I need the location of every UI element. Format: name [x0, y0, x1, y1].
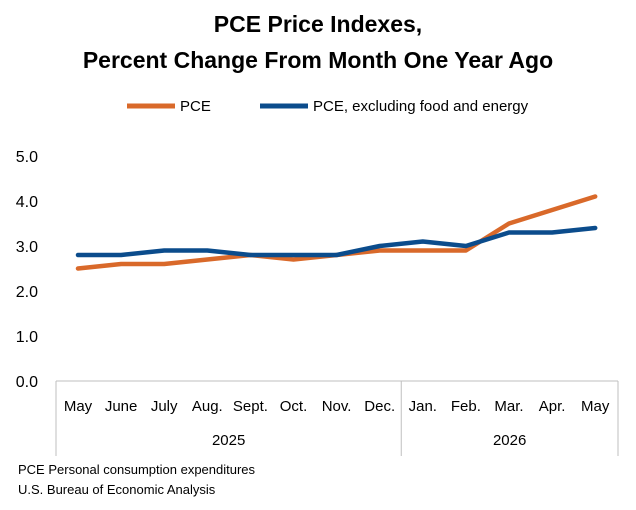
- x-tick-label: Dec.: [364, 398, 395, 415]
- y-tick-label: 2.0: [16, 284, 38, 301]
- y-tick-label: 4.0: [16, 194, 38, 211]
- x-tick-label: June: [105, 398, 138, 415]
- x-tick-label: May: [581, 398, 610, 415]
- x-tick-label: Nov.: [322, 398, 352, 415]
- x-tick-label: May: [64, 398, 93, 415]
- legend: PCE PCE, excluding food and energy: [127, 98, 529, 115]
- y-tick-label: 3.0: [16, 239, 38, 256]
- x-year-label: 2025: [212, 432, 245, 449]
- x-tick-label: Mar.: [494, 398, 523, 415]
- y-tick-label: 1.0: [16, 329, 38, 346]
- x-tick-label: Sept.: [233, 398, 268, 415]
- x-tick-label: July: [151, 398, 178, 415]
- series-lines: [75, 194, 598, 271]
- legend-label-1: PCE: [180, 98, 211, 115]
- y-tick-label: 0.0: [16, 374, 38, 391]
- series-line-2: [75, 225, 598, 258]
- chart-title-line1: PCE Price Indexes,: [214, 11, 422, 37]
- x-tick-label: Feb.: [451, 398, 481, 415]
- x-year-label: 2026: [493, 432, 526, 449]
- footnote-abbreviation: PCE Personal consumption expenditures: [18, 462, 256, 477]
- legend-label-2: PCE, excluding food and energy: [313, 98, 529, 115]
- y-tick-label: 5.0: [16, 149, 38, 166]
- x-tick-label: Oct.: [280, 398, 308, 415]
- x-tick-label: Apr.: [539, 398, 566, 415]
- footnote-source: U.S. Bureau of Economic Analysis: [18, 482, 216, 497]
- x-tick-label: Aug.: [192, 398, 223, 415]
- x-axis: May June July Aug. Sept. Oct. Nov. Dec. Jan. Feb.…: [55, 380, 619, 456]
- y-axis-ticks: 0.0 1.0 2.0 3.0 4.0 5.0: [16, 149, 38, 391]
- chart-title-line2: Percent Change From Month One Year Ago: [83, 47, 553, 73]
- x-tick-label: Jan.: [409, 398, 437, 415]
